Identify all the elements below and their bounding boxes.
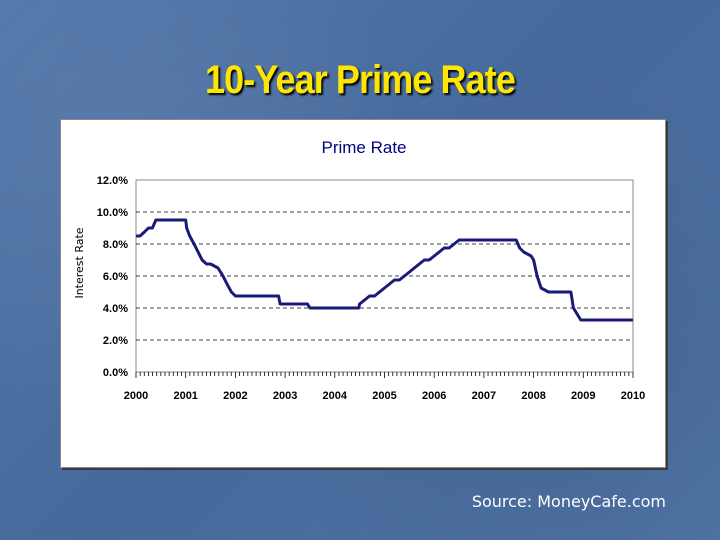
y-tick-label: 2.0% xyxy=(103,335,128,347)
source-credit: Source: MoneyCafe.com xyxy=(471,492,666,511)
y-tick-label: 4.0% xyxy=(103,303,128,315)
x-tick-label: 2008 xyxy=(521,390,545,402)
x-tick-label: 2010 xyxy=(621,390,645,402)
x-tick-label: 2003 xyxy=(273,390,297,402)
x-tick-label: 2005 xyxy=(372,390,396,402)
y-tick-label: 10.0% xyxy=(97,207,128,219)
slide-title: 10-Year Prime Rate xyxy=(204,58,516,102)
prime-rate-chart: Prime Rate Interest Rate 0.0% 2.0% 4.0% 6.0… xyxy=(73,138,645,402)
y-tick-label: 6.0% xyxy=(103,271,128,283)
y-tick-label: 8.0% xyxy=(103,239,128,251)
x-tick-label: 2009 xyxy=(571,390,595,402)
x-tick-label: 2001 xyxy=(173,390,197,402)
x-tick-label: 2000 xyxy=(124,390,148,402)
chart-title: Prime Rate xyxy=(321,138,406,157)
chart-panel: Prime Rate Interest Rate 0.0% 2.0% 4.0% 6.0… xyxy=(60,119,666,468)
x-tick-label: 2007 xyxy=(472,390,496,402)
prime-rate-line xyxy=(136,218,633,322)
y-tick-label: 0.0% xyxy=(103,367,128,379)
y-axis-label: Interest Rate xyxy=(73,227,86,298)
x-tick-label: 2002 xyxy=(223,390,247,402)
x-tick-label: 2004 xyxy=(323,390,348,402)
y-tick-label: 12.0% xyxy=(97,175,128,187)
x-tick-label: 2006 xyxy=(422,390,446,402)
